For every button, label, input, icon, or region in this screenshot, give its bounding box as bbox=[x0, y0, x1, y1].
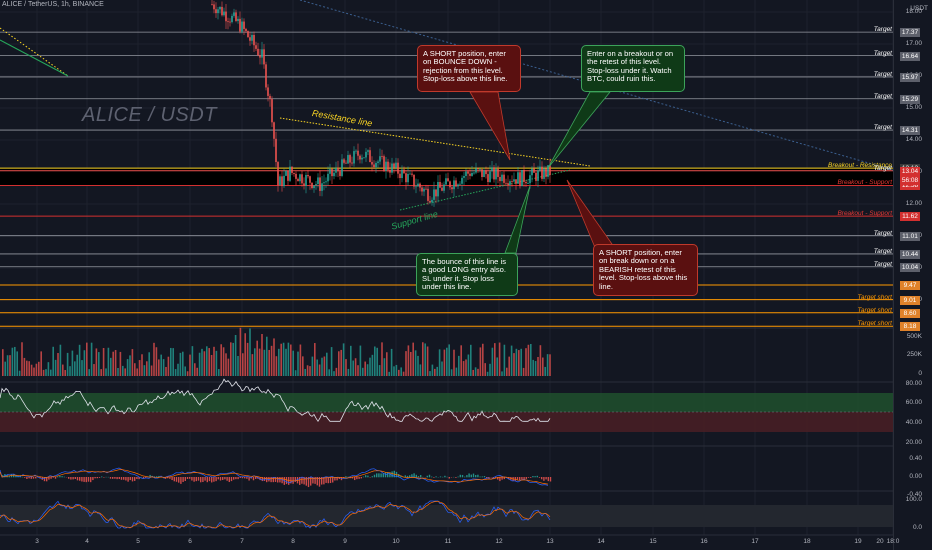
time-tick: 12 bbox=[495, 538, 503, 545]
level-label: Target short bbox=[857, 306, 892, 314]
price-tag: 10.44 bbox=[900, 249, 920, 259]
price-axis[interactable] bbox=[893, 0, 932, 550]
note-pointers bbox=[469, 91, 613, 254]
axis-tick: 18.00 bbox=[905, 8, 922, 15]
level-label: Target bbox=[873, 26, 892, 34]
price-tag: 8.60 bbox=[900, 308, 920, 318]
level-label: Target bbox=[873, 49, 892, 57]
axis-tick: -0.40 bbox=[907, 491, 922, 498]
time-tick: 19 bbox=[854, 538, 862, 545]
level-label: Breakout - Support bbox=[837, 210, 892, 218]
time-tick: 3 bbox=[35, 538, 39, 545]
price-tag: 16.64 bbox=[900, 51, 920, 61]
trend-lines bbox=[279, 117, 591, 211]
axis-tick: 40.00 bbox=[905, 419, 922, 426]
level-label: Breakout - Support bbox=[837, 179, 892, 187]
level-label: Target short bbox=[857, 320, 892, 328]
level-label: Target bbox=[873, 70, 892, 78]
level-label: Target bbox=[873, 260, 892, 268]
price-tag: 8.18 bbox=[900, 322, 920, 332]
time-tick: 11 bbox=[444, 538, 452, 545]
time-tick: 20 bbox=[876, 538, 884, 545]
time-tick: 18:0 bbox=[886, 538, 900, 545]
axis-tick: 100.0 bbox=[905, 496, 922, 503]
axis-tick: 60.00 bbox=[905, 399, 922, 406]
symbol-header[interactable]: ALICE / TetherUS, 1h, BINANCE bbox=[2, 1, 104, 8]
time-tick: 14 bbox=[597, 538, 605, 545]
level-bands bbox=[0, 168, 893, 527]
axis-tick: 20.00 bbox=[905, 439, 922, 446]
time-tick: 18 bbox=[803, 538, 811, 545]
price-tag: 13.04 bbox=[900, 166, 920, 176]
level-label: Target short bbox=[857, 293, 892, 301]
level-label: Breakout - Resistance bbox=[828, 162, 892, 170]
time-tick: 6 bbox=[188, 538, 192, 545]
time-tick: 9 bbox=[343, 538, 347, 545]
rsi-indicator bbox=[0, 378, 893, 423]
axis-tick: 0.00 bbox=[909, 473, 922, 480]
axis-tick: 250K bbox=[906, 351, 922, 358]
price-tag: 9.47 bbox=[900, 280, 920, 290]
axis-tick: 0.40 bbox=[909, 455, 922, 462]
time-tick: 13 bbox=[546, 538, 554, 545]
price-tag: 12.58 bbox=[900, 181, 920, 191]
price-tag: 17.37 bbox=[900, 28, 920, 38]
level-label: Target bbox=[873, 124, 892, 132]
note-short-bounce[interactable]: A SHORT position, enter on BOUNCE DOWN -… bbox=[417, 45, 521, 92]
price-tag: 11.01 bbox=[900, 231, 920, 241]
note-bounce-long[interactable]: The bounce of this line is a good LONG e… bbox=[416, 253, 518, 296]
price-tag: 11.62 bbox=[900, 212, 920, 222]
axis-tick: 0.0 bbox=[912, 524, 922, 531]
level-lines bbox=[0, 31, 893, 327]
time-tick: 8 bbox=[291, 538, 295, 545]
time-tick: 4 bbox=[85, 538, 89, 545]
axis-tick: 15.00 bbox=[905, 104, 922, 111]
macd-indicator bbox=[0, 467, 552, 488]
price-tag: 10.04 bbox=[900, 262, 920, 272]
candle-countdown: 56:08 bbox=[900, 175, 920, 185]
level-label: Target bbox=[873, 247, 892, 255]
time-tick: 15 bbox=[649, 538, 657, 545]
axis-tick: 12.00 bbox=[905, 200, 922, 207]
price-tag: 15.29 bbox=[900, 94, 920, 104]
note-short-breakdown[interactable]: A SHORT position, enter on break down or… bbox=[593, 244, 698, 296]
note-breakout-long[interactable]: Enter on a breakout or on the retest of … bbox=[581, 45, 685, 92]
axis-tick: 80.00 bbox=[905, 380, 922, 387]
volume-series bbox=[2, 327, 551, 376]
time-tick: 7 bbox=[240, 538, 244, 545]
level-label: Target bbox=[873, 229, 892, 237]
axis-tick: 0 bbox=[918, 370, 922, 377]
time-tick: 5 bbox=[136, 538, 140, 545]
level-label: Target bbox=[873, 92, 892, 100]
price-tag: 14.31 bbox=[900, 126, 920, 136]
axis-tick: 17.00 bbox=[905, 40, 922, 47]
level-label: Target bbox=[873, 164, 892, 172]
axis-tick: 14.00 bbox=[905, 136, 922, 143]
time-tick: 10 bbox=[392, 538, 400, 545]
time-tick: 17 bbox=[751, 538, 759, 545]
stoch-indicator bbox=[0, 500, 551, 529]
price-tag: 15.97 bbox=[900, 72, 920, 82]
currency-label: USDT bbox=[910, 5, 928, 12]
axis-tick: 500K bbox=[906, 333, 922, 340]
symbol-watermark: ALICE / USDT bbox=[82, 104, 217, 126]
time-tick: 16 bbox=[700, 538, 708, 545]
price-tag: 9.01 bbox=[900, 295, 920, 305]
